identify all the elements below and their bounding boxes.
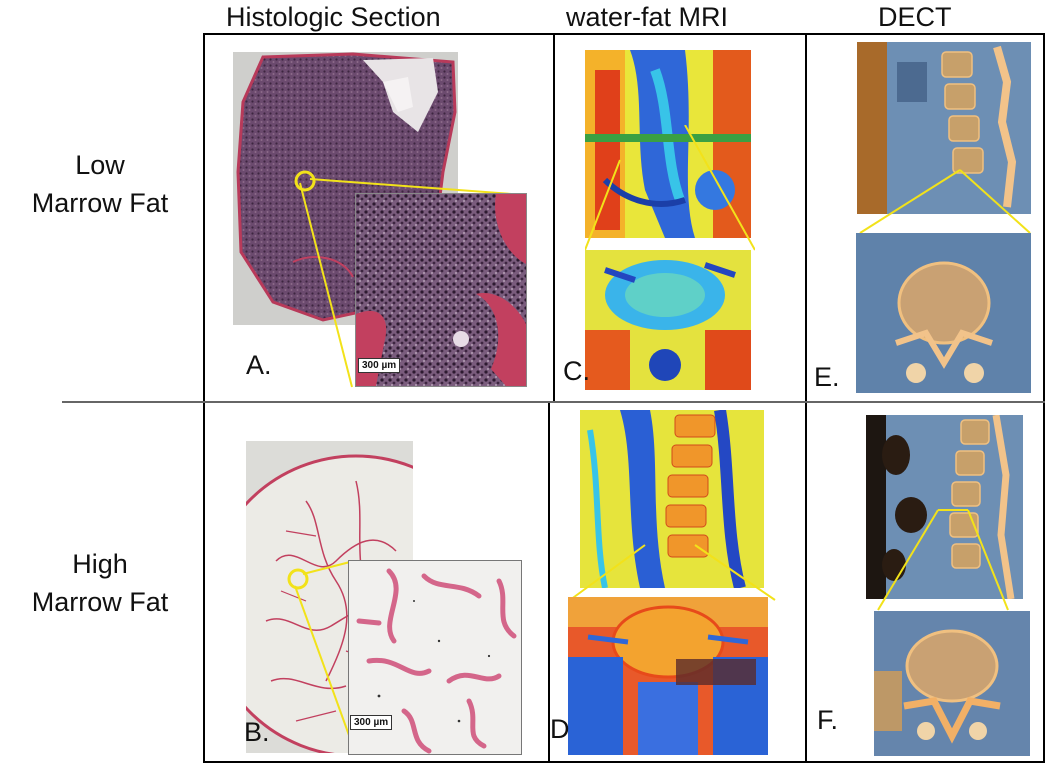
panel-label-e: E. — [814, 362, 840, 392]
zoom-lines-a — [294, 170, 526, 388]
panel-label-d: D — [550, 714, 570, 744]
row-label-line: Marrow Fat — [31, 587, 169, 617]
header-histologic-section: Histologic Section — [226, 2, 441, 32]
mri-axial-high-fat — [568, 597, 768, 755]
grid-top-border — [203, 33, 1045, 35]
dect-sagittal-high-fat — [866, 415, 1023, 599]
row-label-low-marrow-fat: Low Marrow Fat — [0, 146, 200, 222]
grid-left-border — [203, 33, 205, 763]
dect-axial-high-fat — [874, 611, 1030, 756]
header-water-fat-mri: water-fat MRI — [566, 2, 729, 32]
panel-label-f: F. — [817, 705, 839, 735]
grid-divider-col1-bottom — [548, 403, 550, 763]
row-label-line: Marrow Fat — [31, 188, 169, 218]
mri-sagittal-high-fat — [580, 410, 764, 588]
row-divider — [62, 401, 1045, 403]
dect-axial-low-fat — [856, 233, 1031, 393]
scale-bar-b: 300 µm — [350, 715, 393, 730]
zoom-lines-d — [569, 544, 776, 601]
row-label-line: High — [72, 549, 128, 579]
mri-sagittal-low-fat — [585, 50, 751, 238]
histology-zoom-low-fat — [355, 193, 527, 387]
grid-right-border — [1043, 33, 1045, 763]
row-label-high-marrow-fat: High Marrow Fat — [0, 545, 200, 621]
panel-label-a: A. — [246, 350, 272, 380]
zoom-lines-e — [859, 169, 1031, 234]
zoom-lines-c — [585, 125, 755, 251]
zoom-lines-f — [877, 509, 1009, 611]
zoom-lines-b — [287, 561, 351, 739]
grid-divider-col2 — [805, 33, 807, 763]
header-dect: DECT — [878, 2, 952, 32]
row-label-line: Low — [75, 150, 125, 180]
scale-bar-a: 300 µm — [358, 358, 401, 373]
grid-bottom-border — [203, 761, 1045, 763]
dect-sagittal-low-fat — [857, 42, 1031, 214]
mri-axial-low-fat — [585, 250, 751, 390]
panel-label-c: C. — [563, 356, 590, 386]
panel-label-b: B. — [244, 717, 270, 747]
grid-divider-col1-top — [553, 33, 555, 403]
